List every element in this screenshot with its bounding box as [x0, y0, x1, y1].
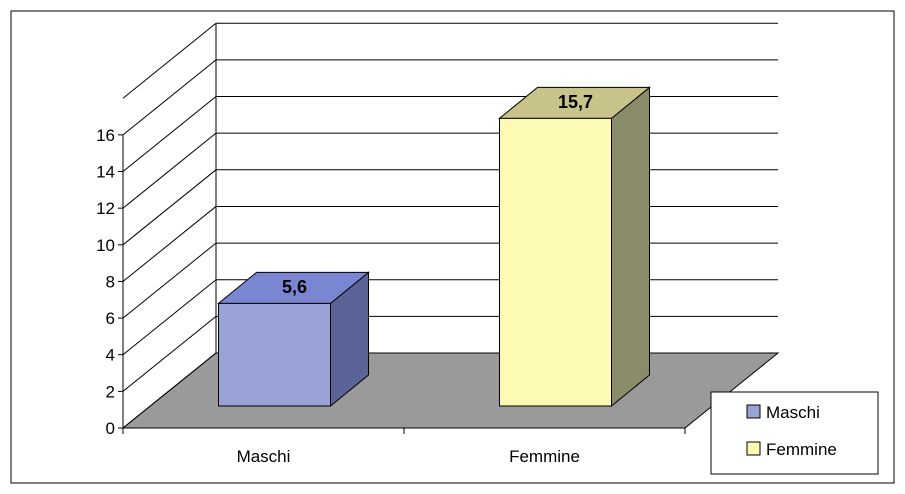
x-tick-label: Femmine — [509, 447, 580, 466]
y-tick-label: 6 — [106, 309, 115, 328]
x-axis: Maschi Femmine — [122, 427, 686, 466]
legend-label: Femmine — [766, 440, 837, 459]
y-tick-label: 10 — [96, 236, 115, 255]
x-tick-label: Maschi — [237, 447, 291, 466]
side-wall-line — [122, 242, 217, 319]
y-tick-label: 2 — [106, 382, 115, 401]
side-wall-line — [122, 315, 217, 392]
y-tick-label: 14 — [96, 163, 115, 182]
side-wall-line — [122, 279, 217, 356]
y-tick-label: 0 — [106, 419, 115, 438]
bar-side — [611, 86, 650, 408]
side-wall-line — [122, 132, 217, 209]
y-axis: 0 2 4 6 8 10 12 14 16 — [96, 126, 124, 438]
y-tick-label: 4 — [106, 346, 115, 365]
bar-front — [218, 302, 331, 407]
side-wall-line — [122, 22, 217, 99]
legend-label: Maschi — [766, 403, 820, 422]
side-wall-line — [122, 169, 217, 246]
side-wall-line — [122, 206, 217, 282]
y-tick-label: 16 — [96, 126, 115, 145]
side-wall-line — [122, 96, 217, 172]
data-label: 5,6 — [282, 277, 307, 297]
bar-maschi: 5,6 — [217, 271, 370, 408]
y-tick-label: 8 — [106, 272, 115, 291]
bar-femmine: 15,7 — [498, 86, 651, 408]
side-wall-line — [122, 352, 217, 429]
bars: 5,6 15,7 — [217, 86, 651, 408]
legend-swatch — [746, 441, 761, 456]
legend-swatch — [746, 404, 761, 419]
bar-front — [499, 117, 612, 407]
legend: Maschi Femmine — [710, 391, 879, 475]
data-label: 15,7 — [558, 92, 593, 112]
side-wall-line — [122, 59, 217, 136]
y-tick-label: 12 — [96, 199, 115, 218]
legend-box — [710, 391, 879, 475]
